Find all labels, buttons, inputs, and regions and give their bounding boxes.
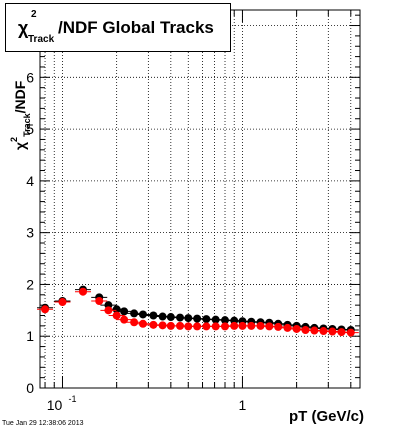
data-point-red [58,298,67,307]
data-point-black [176,313,185,322]
data-point-red [130,318,139,327]
data-point-red [328,327,337,336]
y-tick-label: 2 [26,276,34,292]
x-tick-label: 1 [239,397,247,413]
data-point-red [184,322,193,331]
data-point-red [346,328,355,337]
data-point-red [78,287,87,296]
data-point-black [120,307,129,316]
data-point-red [104,306,113,315]
data-point-red [112,311,121,320]
y-label-chi: χ [12,141,28,150]
y-label-sub: Track [22,113,32,137]
data-point-red [221,322,230,331]
data-point-red [238,321,247,330]
data-point-red [158,321,167,330]
data-point-red [292,324,301,333]
data-point-red [202,322,211,331]
data-point-red [95,297,104,306]
y-tick-label: 3 [26,225,34,241]
data-point-black [202,315,211,324]
title-subscript: Track [28,34,55,45]
data-point-red [310,326,319,335]
data-point-black [166,313,175,322]
chart-title: /NDF Global Tracks [58,18,214,37]
data-point-red [193,322,202,331]
y-tick-label: 5 [26,121,34,137]
data-point-red [256,321,265,330]
data-point-red [274,322,283,331]
data-point-red [149,320,158,329]
y-tick-label: 6 [26,69,34,85]
x-tick-exponent: -1 [68,394,76,404]
data-point-black [184,314,193,323]
y-label-rest: /NDF [12,80,28,114]
title-superscript: 2 [31,9,37,20]
data-point-red [301,326,310,335]
data-point-red [247,321,256,330]
y-axis-label: χ2Track/NDF [9,81,32,150]
data-point-red [138,319,147,328]
y-tick-label: 4 [26,173,34,189]
data-point-black [221,316,230,325]
data-point-black [130,309,139,318]
y-tick-label: 1 [26,328,34,344]
data-point-red [166,321,175,330]
x-tick-label: 10 [47,397,63,413]
data-point-black [138,310,147,319]
data-point-red [120,315,129,324]
data-point-red [265,322,274,331]
data-point-red [319,327,328,336]
title-chi: χ [18,18,29,38]
data-point-black [211,315,220,324]
data-point-black [149,311,158,320]
data-point-red [283,323,292,332]
data-point-red [176,321,185,330]
y-tick-label: 0 [26,380,34,396]
data-point-black [193,314,202,323]
data-point-red [337,328,346,337]
data-point-black [158,312,167,321]
chart-title-box: χ 2 Track /NDF Global Tracks [5,3,231,52]
data-point-red [41,305,50,314]
data-point-red [230,321,239,330]
x-axis-label: pT (GeV/c) [288,408,364,425]
data-point-red [211,322,220,331]
y-label-sup: 2 [9,136,19,142]
timestamp: Tue Jan 29 12:38:06 2013 [2,420,84,427]
